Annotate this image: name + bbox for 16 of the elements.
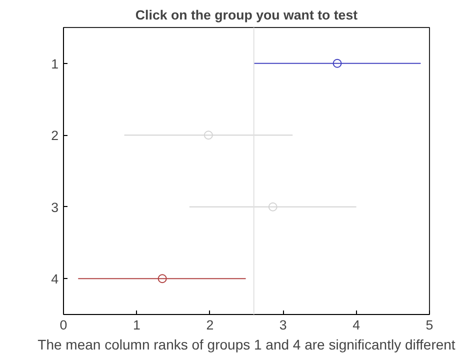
x-tick-label: 2 — [206, 318, 214, 332]
point — [158, 274, 167, 284]
x-axis-title: The mean column ranks of groups 1 and 4 are significantly different — [38, 336, 456, 352]
y-tick-label: 3 — [51, 200, 59, 215]
x-tick-label: 3 — [279, 318, 287, 332]
point — [204, 130, 213, 140]
y-tick-label: 4 — [51, 272, 60, 287]
x-tick-label: 0 — [60, 318, 68, 332]
x-tick-label: 4 — [352, 318, 361, 332]
chart-title: Click on the group you want to test — [135, 8, 358, 22]
point — [332, 58, 342, 68]
y-tick-label: 1 — [51, 56, 59, 72]
x-tick-label: 5 — [426, 318, 434, 332]
x-tick-label: 1 — [132, 318, 140, 332]
point — [268, 202, 278, 212]
y-tick-label: 2 — [51, 128, 59, 144]
